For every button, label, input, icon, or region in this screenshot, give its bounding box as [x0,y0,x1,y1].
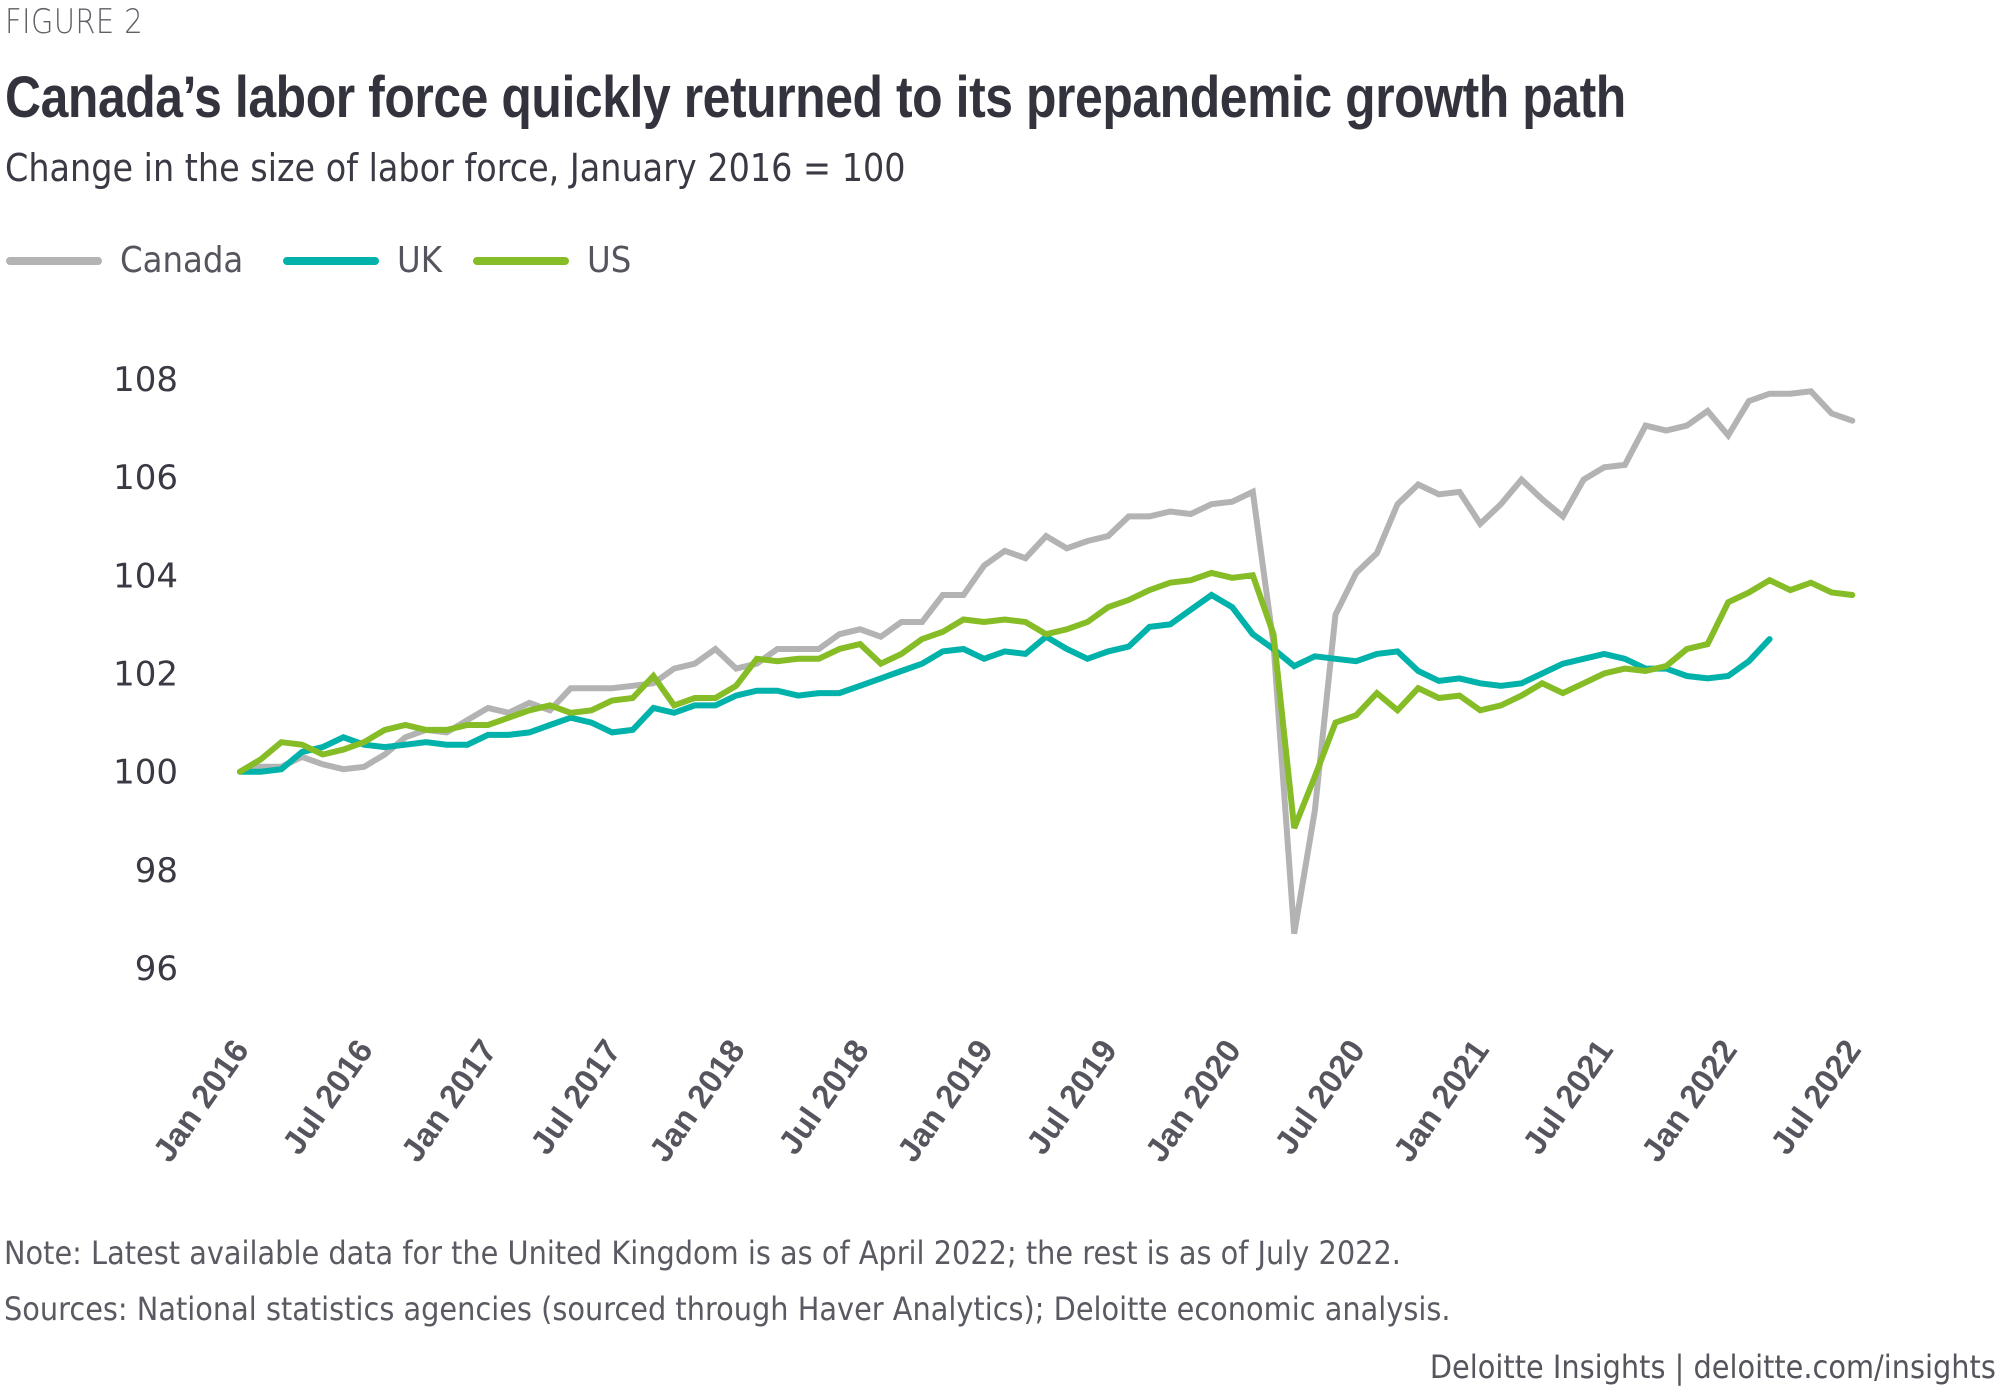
legend-swatch-us [472,256,569,265]
series-lines [237,388,1856,935]
chart-title: Canada’s labor force quickly returned to… [5,65,1626,130]
x-tick-label: Jan 2021 [1386,1033,1496,1168]
x-axis: Jan 2016 Jul 2016 Jan 2017 Jul 2017 Jan 2018… [145,1033,1868,1168]
legend: Canada UK US [6,240,662,281]
y-tick-label: 104 [113,556,178,596]
x-tick-label: Jul 2020 [1267,1033,1372,1161]
legend-item-canada: Canada [6,240,257,281]
x-tick-label: Jan 2020 [1138,1033,1248,1168]
legend-label-uk: UK [397,240,442,281]
x-tick-label: Jul 2021 [1515,1033,1620,1161]
x-tick-label: Jan 2019 [890,1033,1000,1168]
y-tick-label: 106 [113,458,178,498]
note-text: Note: Latest available data for the Unit… [4,1234,1401,1272]
credit-text: Deloitte Insights | deloitte.com/insight… [1430,1348,1996,1386]
x-tick-label: Jul 2016 [275,1033,380,1161]
y-axis: 96 98 100 102 104 106 108 [113,360,178,989]
x-tick-label: Jan 2022 [1634,1033,1744,1168]
legend-swatch-canada [6,256,102,265]
legend-label-canada: Canada [120,240,244,281]
y-tick-label: 102 [113,655,178,695]
y-tick-label: 100 [113,753,178,793]
legend-item-uk: UK [283,240,447,281]
x-tick-label: Jul 2018 [771,1033,876,1161]
series-line-uk [237,591,1773,775]
y-tick-label: 108 [113,360,178,400]
x-tick-label: Jan 2018 [642,1033,752,1168]
chart-subtitle: Change in the size of labor force, Janua… [5,146,906,190]
x-tick-label: Jul 2022 [1763,1033,1868,1161]
legend-swatch-uk [283,256,379,265]
figure-label: FIGURE 2 [5,2,144,42]
sources-text: Sources: National statistics agencies (s… [4,1290,1451,1328]
x-tick-label: Jul 2019 [1019,1033,1124,1161]
x-tick-label: Jan 2017 [393,1033,503,1168]
y-tick-label: 96 [135,949,178,989]
y-tick-label: 98 [135,851,178,891]
x-tick-label: Jul 2017 [523,1033,628,1161]
x-tick-label: Jan 2016 [145,1033,255,1168]
legend-label-us: US [586,240,632,281]
legend-item-us: US [472,240,636,281]
series-line-us [237,569,1856,830]
series-line-canada [237,388,1856,935]
